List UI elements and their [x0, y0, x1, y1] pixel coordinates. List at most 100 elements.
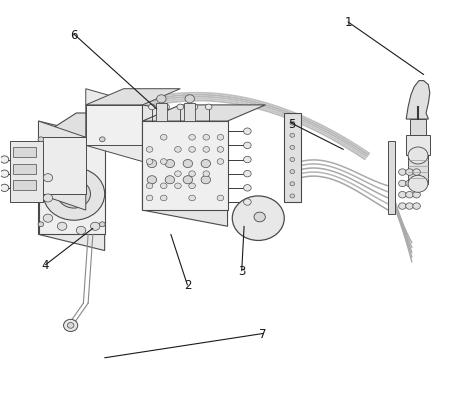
Circle shape — [146, 147, 153, 153]
Circle shape — [146, 183, 153, 189]
Circle shape — [38, 222, 44, 227]
Bar — [10, 142, 43, 202]
Circle shape — [232, 196, 284, 241]
Polygon shape — [86, 90, 143, 162]
Circle shape — [203, 196, 210, 201]
Circle shape — [149, 105, 155, 111]
Circle shape — [100, 138, 105, 143]
Circle shape — [191, 105, 198, 111]
Bar — [12, 148, 36, 158]
Circle shape — [290, 158, 295, 162]
Circle shape — [183, 160, 192, 168]
Circle shape — [413, 169, 420, 176]
Circle shape — [217, 147, 224, 153]
Polygon shape — [38, 122, 86, 211]
Polygon shape — [38, 138, 105, 235]
Circle shape — [413, 203, 420, 210]
Circle shape — [408, 176, 428, 193]
Bar — [12, 180, 36, 190]
Text: 2: 2 — [183, 279, 191, 292]
Bar — [388, 142, 395, 215]
Circle shape — [406, 181, 413, 187]
Bar — [184, 104, 195, 122]
Circle shape — [160, 135, 167, 141]
Polygon shape — [406, 81, 430, 120]
Circle shape — [406, 169, 413, 176]
Polygon shape — [408, 156, 428, 184]
Circle shape — [217, 171, 224, 177]
Circle shape — [146, 159, 153, 165]
Circle shape — [406, 192, 413, 198]
Bar — [284, 114, 301, 202]
Circle shape — [189, 183, 195, 189]
Circle shape — [163, 105, 169, 111]
Circle shape — [174, 171, 181, 177]
Circle shape — [91, 223, 100, 231]
Circle shape — [68, 190, 80, 199]
Circle shape — [76, 227, 86, 235]
Circle shape — [290, 170, 295, 174]
Polygon shape — [38, 122, 105, 251]
Circle shape — [244, 185, 251, 192]
Circle shape — [203, 183, 210, 189]
Text: 6: 6 — [70, 28, 78, 41]
Circle shape — [100, 222, 105, 227]
Circle shape — [413, 181, 420, 187]
Polygon shape — [143, 106, 265, 122]
Circle shape — [244, 143, 251, 149]
Circle shape — [43, 215, 53, 223]
Circle shape — [174, 135, 181, 141]
Circle shape — [189, 147, 195, 153]
Circle shape — [147, 160, 156, 168]
Circle shape — [67, 323, 74, 328]
Circle shape — [57, 223, 67, 231]
Bar — [12, 164, 36, 174]
Circle shape — [244, 171, 251, 177]
Circle shape — [217, 183, 224, 189]
Polygon shape — [410, 120, 426, 136]
Circle shape — [254, 213, 265, 222]
Circle shape — [399, 169, 406, 176]
Circle shape — [244, 129, 251, 135]
Circle shape — [201, 160, 210, 168]
Polygon shape — [38, 114, 143, 138]
Circle shape — [399, 181, 406, 187]
Circle shape — [408, 147, 428, 164]
Circle shape — [64, 320, 78, 332]
Circle shape — [0, 171, 9, 178]
Circle shape — [244, 199, 251, 206]
Text: 5: 5 — [288, 117, 295, 130]
Polygon shape — [38, 138, 86, 194]
Circle shape — [203, 159, 210, 165]
Circle shape — [0, 156, 9, 164]
Circle shape — [203, 135, 210, 141]
Circle shape — [177, 105, 183, 111]
Circle shape — [165, 176, 174, 184]
Circle shape — [57, 180, 91, 209]
Bar — [156, 104, 167, 122]
Circle shape — [183, 176, 192, 184]
Circle shape — [290, 194, 295, 198]
Text: 4: 4 — [42, 258, 49, 271]
Circle shape — [399, 192, 406, 198]
Circle shape — [290, 146, 295, 150]
Circle shape — [205, 105, 212, 111]
Circle shape — [165, 160, 174, 168]
Circle shape — [290, 122, 295, 126]
Circle shape — [290, 134, 295, 138]
Text: 1: 1 — [344, 17, 352, 30]
Text: 3: 3 — [238, 264, 246, 277]
Circle shape — [147, 176, 156, 184]
Circle shape — [203, 147, 210, 153]
Circle shape — [0, 185, 9, 192]
Polygon shape — [406, 136, 430, 156]
Polygon shape — [86, 106, 143, 146]
Circle shape — [201, 176, 210, 184]
Circle shape — [189, 159, 195, 165]
Circle shape — [413, 192, 420, 198]
Polygon shape — [143, 122, 228, 211]
Circle shape — [43, 174, 53, 182]
Circle shape — [43, 168, 105, 221]
Circle shape — [406, 203, 413, 210]
Circle shape — [43, 194, 53, 202]
